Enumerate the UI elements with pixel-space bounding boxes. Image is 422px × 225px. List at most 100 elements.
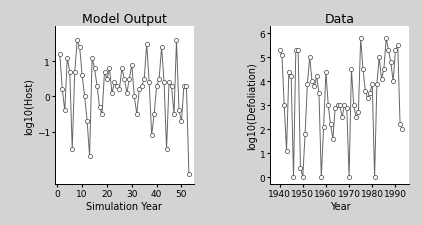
Point [136, 88, 143, 92]
Point [387, 61, 394, 65]
Point [390, 80, 397, 84]
Point [334, 104, 341, 108]
Point [186, 172, 192, 176]
Point [104, 78, 111, 81]
Point [295, 49, 301, 53]
Title: Data: Data [325, 13, 355, 26]
Y-axis label: log10(Defoliation): log10(Defoliation) [247, 62, 257, 149]
Point [320, 125, 327, 129]
Point [322, 71, 329, 74]
Point [367, 92, 373, 96]
Point [66, 71, 73, 74]
Point [94, 85, 100, 88]
Point [111, 81, 118, 85]
X-axis label: Simulation Year: Simulation Year [87, 201, 162, 211]
Point [357, 37, 364, 41]
Y-axis label: log10(Host): log10(Host) [24, 77, 34, 134]
Point [151, 113, 157, 116]
Point [297, 166, 304, 170]
Point [383, 37, 390, 41]
Point [378, 78, 385, 81]
Point [353, 116, 360, 119]
Point [336, 104, 343, 108]
Point [168, 85, 175, 88]
Point [327, 123, 334, 127]
Point [153, 85, 160, 88]
Point [64, 57, 70, 60]
Point [325, 104, 332, 108]
Point [114, 85, 120, 88]
Point [344, 106, 350, 110]
Point [316, 92, 322, 96]
Point [376, 56, 383, 60]
Point [173, 39, 180, 43]
Point [318, 176, 325, 179]
Point [76, 46, 83, 50]
Point [311, 85, 318, 88]
Point [163, 148, 170, 151]
Point [84, 120, 90, 123]
Point [116, 88, 123, 92]
Point [166, 81, 173, 85]
Point [108, 92, 115, 95]
Point [350, 104, 357, 108]
Point [308, 80, 315, 84]
Point [79, 74, 86, 78]
Point [181, 85, 187, 88]
Point [176, 109, 182, 113]
Point [339, 116, 346, 119]
Point [397, 123, 403, 127]
Point [369, 83, 376, 86]
Title: Model Output: Model Output [82, 13, 167, 26]
Point [99, 113, 106, 116]
Point [299, 176, 306, 179]
Point [373, 83, 380, 86]
Point [156, 78, 162, 81]
Point [348, 68, 355, 72]
Point [286, 71, 292, 74]
Point [306, 56, 313, 60]
Point [364, 97, 371, 100]
Point [330, 137, 336, 141]
Point [362, 90, 369, 93]
Point [183, 85, 190, 88]
Point [71, 71, 78, 74]
Point [346, 176, 352, 179]
Point [57, 53, 63, 57]
Point [124, 92, 130, 95]
Point [69, 148, 76, 151]
Point [392, 49, 399, 53]
Point [355, 111, 362, 115]
Point [381, 68, 387, 72]
Point [128, 64, 135, 67]
Point [119, 67, 125, 71]
Point [74, 39, 81, 43]
Point [133, 113, 140, 116]
Point [281, 104, 288, 108]
Point [360, 68, 366, 72]
Point [131, 95, 138, 99]
Point [161, 81, 168, 85]
Point [304, 83, 311, 86]
Point [395, 44, 401, 48]
Point [143, 43, 150, 46]
X-axis label: Year: Year [330, 201, 350, 211]
Point [371, 176, 378, 179]
Point [62, 109, 68, 113]
Point [279, 54, 285, 57]
Point [101, 71, 108, 74]
Point [158, 46, 165, 50]
Point [106, 67, 113, 71]
Point [283, 149, 290, 153]
Point [148, 134, 155, 137]
Point [141, 78, 148, 81]
Point [385, 49, 392, 53]
Point [89, 57, 95, 60]
Point [91, 67, 98, 71]
Point [86, 155, 93, 158]
Point [146, 81, 153, 85]
Point [170, 113, 177, 116]
Point [121, 78, 128, 81]
Point [178, 120, 185, 123]
Point [313, 75, 320, 79]
